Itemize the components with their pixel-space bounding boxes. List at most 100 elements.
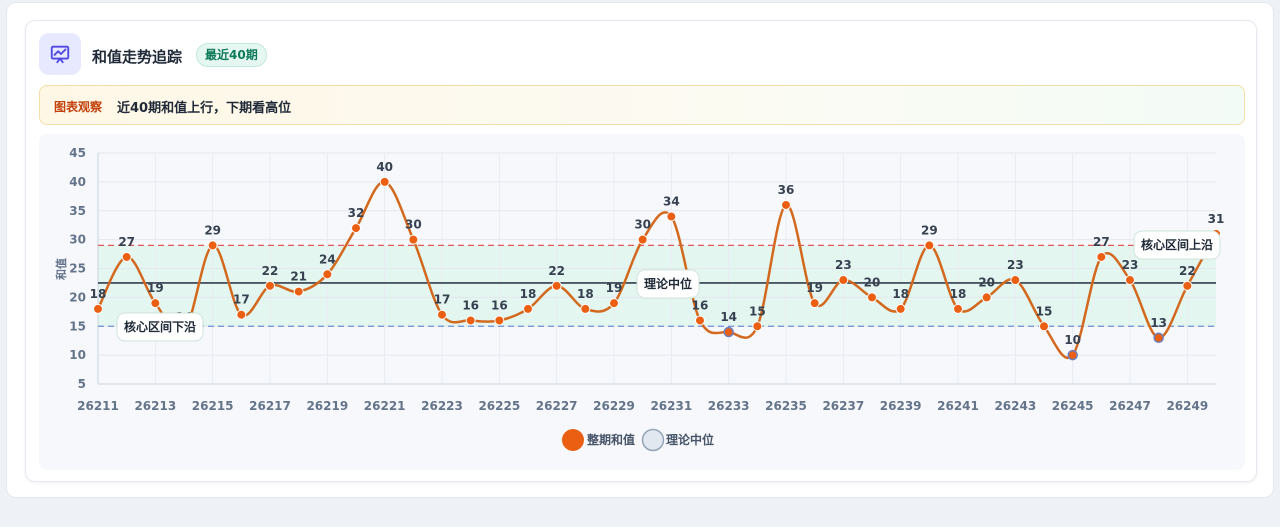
data-label: 18	[892, 287, 909, 301]
x-tick-label: 26219	[306, 399, 348, 413]
data-label: 17	[233, 293, 250, 307]
data-point	[1010, 275, 1021, 286]
trend-card: 和值走势追踪 最近40期 图表观察 近40期和值上行，下期看高位 5 10 15 20…	[25, 20, 1257, 482]
x-tick-label: 26229	[593, 399, 635, 413]
y-tick-label: 20	[69, 290, 86, 304]
data-point	[1182, 280, 1193, 291]
data-label: 22	[548, 264, 565, 278]
page-title: 和值走势追踪	[92, 48, 183, 66]
data-point	[207, 240, 218, 251]
data-label: 13	[1150, 316, 1167, 330]
lower-line-annotation-box	[116, 312, 204, 342]
data-point	[121, 251, 132, 262]
data-label: 40	[376, 160, 393, 174]
data-point	[781, 199, 791, 210]
y-tick-label: 5	[78, 377, 86, 391]
data-label: 34	[663, 195, 680, 209]
upper-line-annotation-box	[1133, 230, 1221, 260]
data-label: 30	[634, 218, 651, 232]
data-point	[551, 280, 562, 291]
median-line-annotation: 理论中位	[644, 276, 692, 291]
x-tick-label: 26249	[1166, 399, 1208, 413]
data-point	[580, 303, 591, 314]
x-tick-label: 26211	[77, 399, 119, 413]
x-tick-label: 26213	[134, 399, 176, 413]
data-point	[867, 292, 877, 303]
data-point	[322, 269, 333, 280]
data-point	[1096, 251, 1107, 262]
data-point	[523, 303, 533, 314]
x-tick-label: 26237	[822, 399, 864, 413]
y-tick-label: 10	[69, 348, 86, 362]
data-point	[637, 234, 648, 245]
data-point	[1067, 349, 1078, 361]
x-tick-label: 26231	[650, 399, 692, 413]
data-label: 20	[864, 275, 881, 289]
data-label: 23	[1007, 258, 1024, 272]
x-tick-label: 26225	[478, 399, 520, 413]
data-label: 18	[577, 287, 594, 301]
data-point	[494, 315, 505, 326]
data-label: 15	[1036, 304, 1053, 318]
y-tick-label: 25	[69, 262, 86, 276]
y-tick-label: 15	[69, 319, 86, 333]
data-point	[265, 280, 275, 291]
data-point	[379, 176, 390, 187]
data-label: 18	[950, 287, 967, 301]
data-point	[924, 240, 935, 251]
data-point	[150, 298, 161, 309]
data-label: 23	[1122, 258, 1139, 272]
data-point	[351, 223, 361, 234]
x-tick-label: 26247	[1109, 399, 1151, 413]
data-point	[953, 303, 963, 314]
y-axis-label: 和值	[54, 258, 68, 280]
data-label: 17	[434, 293, 451, 307]
data-point	[752, 321, 763, 332]
data-label: 31	[1208, 212, 1225, 226]
y-tick-label: 30	[69, 233, 86, 247]
y-tick-label: 35	[69, 204, 86, 218]
data-point	[609, 298, 619, 309]
data-point	[838, 275, 849, 286]
data-label: 16	[692, 298, 709, 312]
x-tick-label: 26215	[192, 399, 234, 413]
legend-label-median: 理论中位	[666, 432, 714, 447]
data-label: 18	[520, 287, 537, 301]
data-point	[981, 292, 992, 303]
median-line-annotation-box	[636, 269, 700, 299]
x-tick-label: 26235	[765, 399, 807, 413]
data-label: 19	[606, 281, 623, 295]
y-tick-label: 40	[69, 175, 86, 189]
period-badge: 最近40期	[196, 43, 267, 67]
data-label: 30	[405, 218, 422, 232]
data-point	[895, 303, 906, 314]
sum-trend-chart: 5 10 15 20 25 30 35 40 45 26211 26213 26215 26217 262…	[54, 146, 1225, 452]
data-point	[1125, 275, 1135, 286]
data-label: 22	[1179, 264, 1196, 278]
data-label: 32	[348, 206, 365, 220]
data-label: 10	[1064, 333, 1081, 347]
data-label: 23	[835, 258, 852, 272]
x-tick-label: 26227	[536, 399, 578, 413]
y-tick-label: 45	[69, 146, 86, 160]
x-tick-label: 26221	[364, 399, 406, 413]
data-label: 21	[290, 270, 307, 284]
data-label: 27	[1093, 235, 1110, 249]
data-label: 16	[462, 298, 479, 312]
data-point	[437, 309, 447, 320]
x-tick-label: 26217	[249, 399, 291, 413]
x-tick-label: 26223	[421, 399, 463, 413]
insight-text: 近40期和值上行，下期看高位	[117, 101, 292, 116]
data-point	[465, 315, 476, 326]
data-point	[236, 309, 247, 320]
data-point	[809, 298, 820, 309]
x-tick-label: 26245	[1052, 399, 1094, 413]
upper-line-annotation: 核心区间上沿	[1141, 237, 1213, 252]
x-tick-label: 26241	[937, 399, 979, 413]
data-point	[1153, 332, 1164, 344]
insight-tag: 图表观察	[54, 100, 103, 114]
data-label: 19	[147, 281, 164, 295]
x-tick-label: 26243	[994, 399, 1036, 413]
data-label: 14	[720, 310, 737, 324]
data-label: 24	[319, 252, 336, 266]
